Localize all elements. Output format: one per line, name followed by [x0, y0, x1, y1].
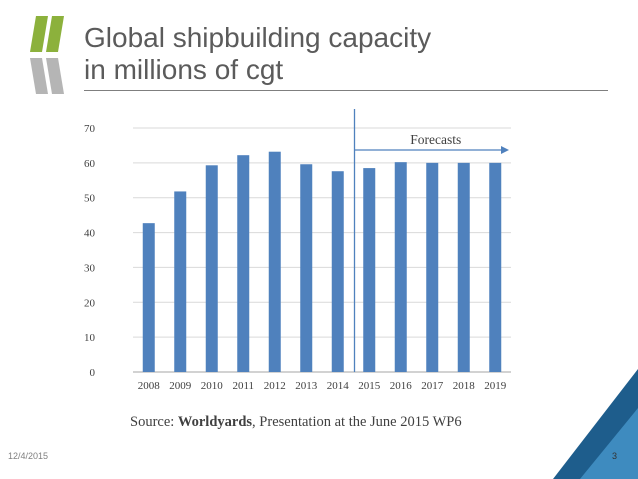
y-tick-label: 60	[84, 158, 96, 170]
y-tick-label: 0	[90, 367, 96, 379]
y-tick-label: 50	[84, 193, 96, 205]
source-prefix: Source:	[130, 414, 178, 430]
x-tick-label: 2009	[169, 380, 192, 392]
bar-2015	[363, 168, 376, 372]
bar-2012	[268, 151, 281, 372]
bar-2008	[142, 223, 155, 372]
x-tick-label: 2014	[327, 380, 350, 392]
slide-date: 12/4/2015	[8, 451, 49, 461]
y-tick-label: 40	[84, 228, 96, 240]
y-axis-ticks: 0 10 20 30 40 50 60 70	[84, 123, 96, 379]
title-divider	[84, 90, 608, 91]
oecd-logo	[30, 16, 64, 94]
x-tick-label: 2008	[138, 380, 161, 392]
y-tick-label: 10	[84, 332, 96, 344]
corner-triangle-light	[580, 408, 638, 479]
source-detail: , Presentation at the June 2015 WP6	[252, 414, 462, 430]
bar-2010	[205, 165, 218, 372]
y-tick-label: 20	[84, 297, 96, 309]
bars	[142, 151, 502, 372]
x-tick-label: 2018	[453, 380, 476, 392]
x-tick-label: 2015	[358, 380, 381, 392]
bar-2011	[237, 155, 250, 372]
logo-stripe-1	[30, 16, 48, 52]
x-tick-label: 2017	[421, 380, 444, 392]
bar-2019	[489, 162, 502, 372]
y-tick-label: 70	[84, 123, 96, 135]
logo-stripe-4	[46, 58, 64, 94]
logo-stripe-3	[30, 58, 48, 94]
x-tick-label: 2019	[484, 380, 507, 392]
bar-2017	[426, 162, 439, 372]
y-tick-label: 30	[84, 262, 96, 274]
bar-2016	[394, 162, 407, 372]
x-axis-ticks: 2008 2009 2010 2011 2012 2013 2014 2015 2016 2017…	[138, 380, 507, 392]
x-tick-label: 2016	[390, 380, 413, 392]
x-tick-label: 2012	[264, 380, 286, 392]
gridlines	[133, 127, 511, 373]
logo-stripe-2	[46, 16, 64, 52]
forecast-arrowhead	[501, 146, 509, 154]
bar-2014	[331, 171, 344, 372]
source-name: Worldyards	[177, 414, 253, 430]
x-tick-label: 2011	[232, 380, 254, 392]
slide-title: Global shipbuilding capacity in millions…	[84, 22, 431, 86]
x-tick-label: 2013	[295, 380, 318, 392]
bar-2009	[174, 191, 187, 372]
source-note: Source: Worldyards, Presentation at the …	[130, 414, 462, 431]
title-line-2: in millions of cgt	[84, 54, 284, 85]
x-tick-label: 2010	[201, 380, 224, 392]
title-line-1: Global shipbuilding capacity	[84, 22, 432, 53]
bar-2013	[300, 164, 313, 372]
slide-number: 3	[612, 451, 618, 461]
bar-2018	[457, 162, 470, 372]
forecast-label: Forecasts	[410, 132, 461, 147]
